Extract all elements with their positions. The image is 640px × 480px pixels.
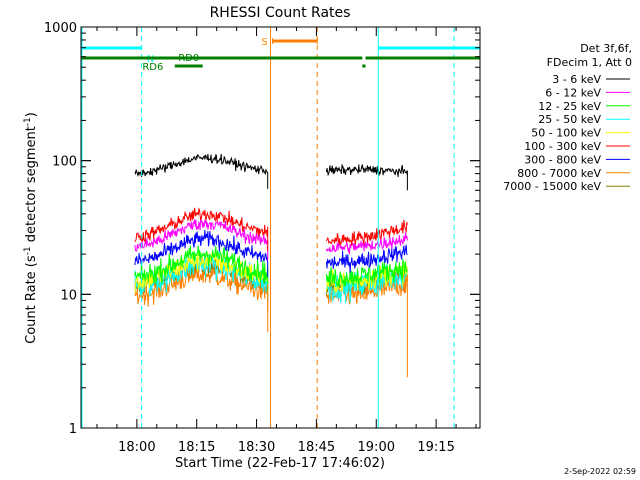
- legend-label: 3 - 6 keV: [552, 73, 601, 86]
- x-axis-label: Start Time (22-Feb-17 17:46:02): [175, 456, 385, 471]
- y-tick-label: 1000: [44, 21, 77, 36]
- y-tick-label: 100: [52, 155, 77, 170]
- x-tick-label: 18:00: [118, 440, 155, 455]
- plot-frame: [80, 26, 481, 429]
- curve-seg1: [134, 207, 269, 252]
- flag-bars: NSRD0RD6: [81, 37, 480, 73]
- curve-seg1: [134, 153, 269, 189]
- flag-label: RD6: [142, 62, 163, 73]
- x-tick-label: 18:30: [238, 440, 275, 455]
- y-tick-label: 10: [60, 288, 77, 303]
- legend-label: 100 - 300 keV: [524, 140, 601, 153]
- legend-label: 7000 - 15000 keV: [503, 180, 601, 193]
- curve-seg2: [325, 244, 408, 273]
- flag-label: RD0: [178, 53, 199, 64]
- curve-seg2: [325, 164, 408, 177]
- legend-header-line1: Det 3f,6f,: [580, 42, 632, 55]
- curve-seg2: [325, 232, 408, 255]
- chart-title: RHESSI Count Rates: [210, 5, 351, 21]
- curve-seg1: [134, 245, 269, 292]
- curve-seg1: [134, 250, 269, 296]
- x-tick-label: 19:00: [358, 440, 395, 455]
- legend-header-line2: FDecim 1, Att 0: [547, 56, 632, 69]
- curve-seg2: [326, 264, 408, 304]
- curve-seg1: [134, 251, 269, 301]
- curve-seg1: [134, 229, 269, 277]
- y-axis-label: Count Rate (s-1 detector segment-1): [23, 112, 39, 344]
- legend-label: 800 - 7000 keV: [517, 167, 601, 180]
- curve-seg1: [134, 216, 269, 261]
- x-tick-label: 19:15: [417, 440, 454, 455]
- curve-seg2: [325, 220, 408, 247]
- x-tick-label: 18:45: [298, 440, 335, 455]
- vertical-markers: [81, 27, 455, 428]
- timestamp: 2-Sep-2022 02:59: [564, 467, 636, 476]
- legend-label: 300 - 800 keV: [524, 153, 601, 166]
- flag-label: S: [261, 37, 267, 48]
- legend-label: 12 - 25 keV: [538, 100, 601, 113]
- legend-label: 50 - 100 keV: [531, 127, 601, 140]
- y-axis-ticks: 1 10 100 1000: [44, 21, 480, 437]
- y-tick-label: 1: [69, 422, 77, 437]
- data-curves: [134, 153, 408, 378]
- curve-seg2: [325, 258, 408, 288]
- x-tick-label: 18:15: [178, 440, 215, 455]
- legend-label: 6 - 12 keV: [545, 86, 601, 99]
- x-axis-ticks: 18:00 18:15 18:30 18:45 19:00 19:15: [96, 27, 477, 455]
- legend-label: 25 - 50 keV: [538, 113, 601, 126]
